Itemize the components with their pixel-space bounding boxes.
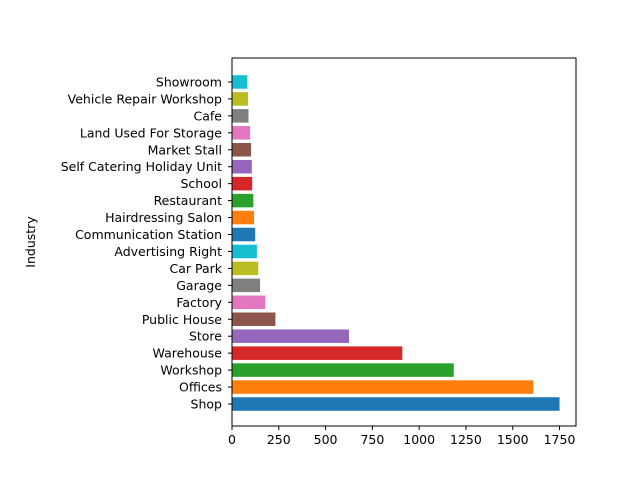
bar-workshop — [232, 363, 454, 377]
y-tick-label: Communication Station — [75, 227, 222, 242]
y-tick-label: Offices — [179, 380, 222, 395]
x-tick-label: 0 — [228, 432, 236, 447]
bar-advertising-right — [232, 244, 257, 259]
x-axis-ticks: 0 250 500 750 1000 1250 1500 1750 — [228, 426, 575, 447]
y-tick-label: Vehicle Repair Workshop — [68, 91, 222, 106]
bar-store — [232, 329, 349, 343]
y-tick-label: Shop — [191, 397, 223, 412]
bars-group — [232, 75, 560, 411]
y-tick-label: Market Stall — [148, 142, 222, 157]
bar-shop — [232, 397, 560, 411]
x-tick-label: 1750 — [544, 432, 576, 447]
y-tick-label: Advertising Right — [114, 244, 222, 259]
bar-hairdressing-salon — [232, 210, 255, 225]
bar-land-used-for-storage — [232, 126, 251, 140]
bar-garage — [232, 278, 261, 293]
y-tick-label: Restaurant — [154, 193, 223, 208]
y-tick-label: Self Catering Holiday Unit — [61, 159, 222, 174]
bar-restaurant — [232, 193, 254, 208]
x-tick-label: 1500 — [497, 432, 529, 447]
bar-vehicle-repair-workshop — [232, 92, 249, 106]
bar-factory — [232, 295, 266, 310]
y-tick-label: Garage — [176, 278, 222, 293]
x-tick-label: 1000 — [403, 432, 435, 447]
y-axis-label: Industry — [23, 216, 38, 268]
y-tick-label: Store — [189, 329, 222, 344]
y-tick-label: Public House — [142, 312, 222, 327]
plot-frame — [231, 57, 577, 427]
bar-cafe — [232, 109, 249, 123]
bar-showroom — [232, 75, 248, 89]
x-tick-label: 1250 — [450, 432, 482, 447]
bar-car-park — [232, 261, 259, 276]
x-tick-label: 250 — [267, 432, 291, 447]
bar-warehouse — [232, 346, 403, 360]
y-tick-label: Car Park — [169, 261, 222, 276]
y-tick-label: Warehouse — [153, 346, 223, 361]
bar-self-catering-holiday-unit — [232, 159, 252, 174]
y-tick-label: Workshop — [160, 363, 222, 378]
bar-school — [232, 176, 253, 191]
y-tick-label: Land Used For Storage — [80, 125, 222, 140]
y-tick-label: Cafe — [194, 108, 223, 123]
x-tick-label: 750 — [360, 432, 384, 447]
bar-offices — [232, 380, 534, 394]
y-tick-label: School — [181, 176, 223, 191]
y-tick-label: Hairdressing Salon — [105, 210, 222, 225]
x-tick-label: 500 — [314, 432, 338, 447]
bar-public-house — [232, 312, 276, 326]
y-axis-ticks: Shop Offices Workshop Warehouse Store Public … — [61, 74, 232, 412]
y-tick-label: Showroom — [156, 74, 222, 89]
bar-market-stall — [232, 143, 252, 157]
bar-communication-station — [232, 227, 256, 242]
y-tick-label: Factory — [176, 295, 222, 310]
